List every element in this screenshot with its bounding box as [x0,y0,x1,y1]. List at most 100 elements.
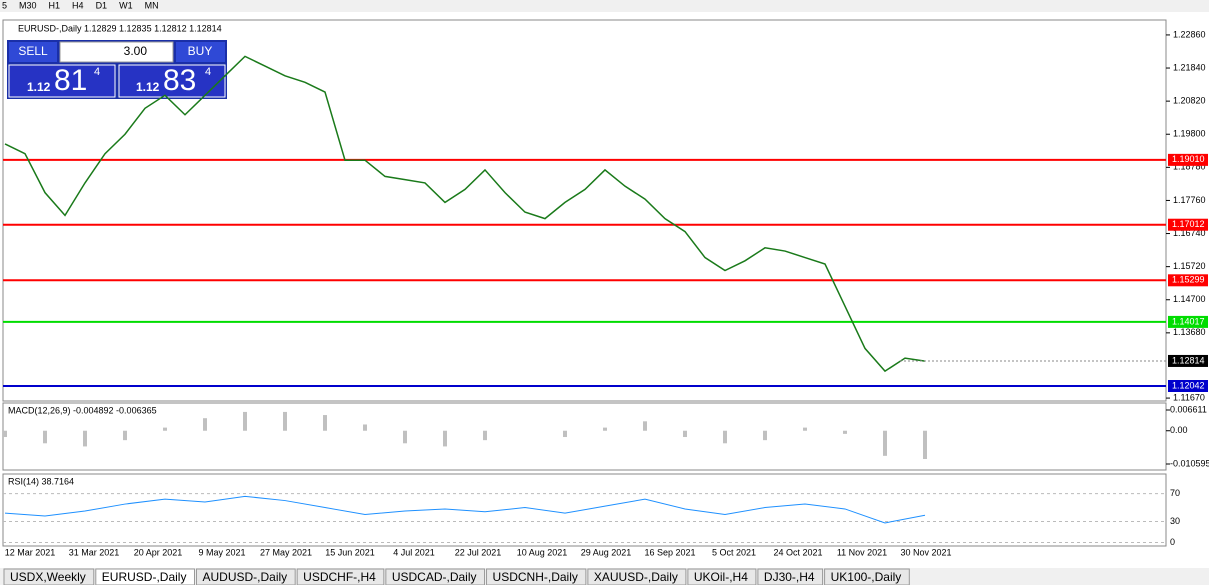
y-tick-label: 1.17760 [1173,195,1206,205]
volume-field[interactable] [59,41,174,63]
rsi-label: RSI(14) 38.7164 [8,476,74,486]
x-tick-label: 15 Jun 2021 [325,547,375,557]
y-tick-label: 1.22860 [1173,29,1206,39]
tab[interactable] [687,568,757,585]
ask-pip: 4 [205,66,211,78]
price-label-bg [1168,153,1208,166]
tab-label: UKOil-,H4 [694,570,748,584]
x-tick-label: 4 Jul 2021 [393,547,435,557]
timeframe-button[interactable]: H4 [72,0,84,10]
macd-bar [763,430,767,441]
macd-bar [123,430,127,441]
y-tick-label: 1.11670 [1173,392,1205,402]
x-tick-label: 12 Mar 2021 [5,547,56,557]
bid-box[interactable] [8,64,116,98]
timeframe-button[interactable]: MN [145,0,159,10]
x-tick-label: 11 Nov 2021 [837,547,887,557]
tab-label: USDX,Weekly [10,570,86,584]
macd-bar [323,415,327,431]
timeframe-button[interactable]: 5 [2,0,7,10]
y-tick-label: 1.15720 [1173,261,1206,271]
price-label: 1.15299 [1172,275,1205,285]
price-label: 1.12042 [1172,380,1205,390]
y-tick-label: 0.006611 [1170,404,1207,414]
trade-panel: SELL 3.00 BUY 1.12 81 4 1.12 83 4 [7,40,227,99]
y-tick-label: 30 [1170,516,1180,526]
timeframe-button[interactable]: W1 [119,0,133,10]
macd-bar [243,411,247,431]
macd-label: MACD(12,26,9) -0.004892 -0.006365 [8,405,157,415]
tab[interactable] [587,568,687,585]
rsi-line [4,495,926,524]
tab[interactable] [824,568,910,585]
macd-bar [803,427,807,431]
y-tick-label: 1.19800 [1173,129,1206,139]
ask-box[interactable] [118,64,226,98]
buy-button[interactable] [176,42,225,62]
tab[interactable] [296,568,385,585]
macd-bar [483,430,487,441]
tab-label: EURUSD-,Daily [102,570,187,584]
chart-header: EURUSD-,Daily 1.12829 1.12835 1.12812 1.… [18,23,222,33]
macd-bar [563,430,567,438]
ask-digits: 83 [163,64,196,97]
tab-label: UK100-,Daily [831,570,902,584]
price-label-bg [1168,380,1208,393]
tab[interactable] [3,568,95,585]
buy-label: BUY [188,44,213,58]
macd-bar [403,430,407,444]
tab[interactable] [385,568,486,585]
volume: 3.00 [124,44,148,58]
tab-label: DJ30-,H4 [764,570,815,584]
timeframe-button[interactable]: M30 [19,0,37,10]
tab-label: USDCHF-,H4 [303,570,376,584]
macd-bar [923,430,927,459]
macd-bar [83,430,87,447]
bid-digits: 81 [54,64,87,97]
y-tick-label: 1.13680 [1173,327,1206,337]
price-label-bg [1168,218,1208,231]
x-tick-label: 5 Oct 2021 [712,547,756,557]
tab-label: XAUUSD-,Daily [594,570,678,584]
current-label-bg [1168,354,1208,367]
macd-pane [2,402,1167,471]
tab[interactable] [195,568,296,585]
macd-bar [43,430,47,444]
macd-bar [3,430,7,438]
price-label: 1.19010 [1172,154,1205,164]
y-tick-label: 0 [1170,537,1175,547]
sell-button[interactable] [9,42,57,62]
macd-bar [443,430,447,447]
x-tick-label: 29 Aug 2021 [581,547,632,557]
y-tick-label: 1.21840 [1173,62,1206,72]
tab[interactable] [95,568,195,585]
sell-label: SELL [18,44,48,58]
macd-bar [683,430,687,438]
price-label: 1.14017 [1172,316,1205,326]
macd-bar [363,424,367,431]
y-tick-label: 70 [1170,488,1180,498]
macd-bar [603,427,607,431]
macd-bar [203,418,207,431]
y-tick-label: 0.00 [1170,425,1188,435]
y-tick-label: 1.20820 [1173,96,1206,106]
x-tick-label: 31 Mar 2021 [69,547,120,557]
timeframe-button[interactable]: D1 [96,0,108,10]
tab[interactable] [486,568,587,585]
timeframe-button[interactable]: H1 [49,0,61,10]
ask-big: 1.12 [136,80,160,94]
bid-big: 1.12 [27,80,51,94]
macd-bar [283,411,287,431]
tab[interactable] [757,568,824,585]
macd-bar [723,430,727,444]
y-tick-label: 1.14700 [1173,294,1206,304]
x-tick-label: 16 Sep 2021 [644,547,695,557]
tab-label: AUDUSD-,Daily [202,570,287,584]
x-tick-label: 22 Jul 2021 [455,547,502,557]
x-tick-label: 9 May 2021 [198,547,245,557]
y-tick-label: 1.18780 [1173,162,1206,172]
price-label-bg [1168,315,1208,328]
price-label: 1.17012 [1172,219,1205,229]
toolbar [0,0,1209,12]
